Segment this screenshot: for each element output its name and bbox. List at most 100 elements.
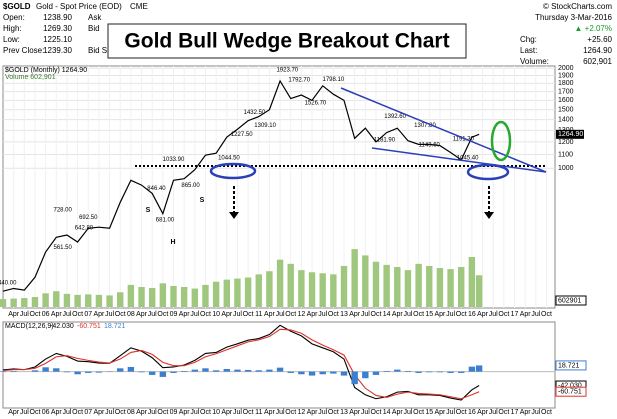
volume-bar — [234, 278, 241, 307]
histogram-bar — [394, 369, 401, 372]
panel-title: $GOLD (Monthly) 1264.90 — [5, 67, 87, 74]
histogram-bar — [148, 371, 156, 375]
pattern-label: H — [170, 239, 175, 246]
last-label: -42.030 — [558, 382, 582, 389]
x-tick-label: Oct — [30, 409, 41, 416]
x-tick-label: Apr — [392, 311, 404, 318]
x-tick-label: Jul — [20, 311, 29, 318]
x-tick-label: Apr — [349, 409, 361, 416]
volume-bar — [42, 293, 49, 307]
annotation: 1033.90 — [163, 157, 185, 163]
x-tick-label: Jul — [489, 311, 498, 318]
annotation: 1792.70 — [288, 78, 310, 84]
x-tick-label: 13 — [340, 311, 348, 318]
annotation: 865.00 — [181, 183, 200, 189]
value-box — [555, 360, 587, 371]
volume-bar — [202, 284, 209, 307]
histogram-bar — [415, 371, 422, 373]
last-label: 1264.90 — [558, 131, 583, 138]
histogram-bar — [191, 369, 199, 372]
annotation: 1923.70 — [276, 67, 298, 73]
volume-bar — [191, 288, 199, 307]
histogram-bar — [340, 371, 348, 376]
x-tick-label: Oct — [200, 409, 211, 416]
histogram-bar — [404, 370, 412, 372]
volume-bar — [351, 249, 358, 307]
histogram-bar — [31, 370, 39, 372]
x-tick-label: Oct — [285, 311, 296, 318]
histogram-bar — [308, 371, 316, 376]
histogram-bar — [266, 369, 273, 372]
x-tick-label: Jul — [446, 311, 455, 318]
histogram-bar — [117, 368, 124, 372]
x-tick-label: 07 — [84, 409, 92, 416]
histogram-bar — [255, 370, 262, 372]
x-tick-label: Jul — [62, 311, 71, 318]
x-tick-label: Oct — [541, 409, 552, 416]
x-tick-label: Oct — [371, 311, 382, 318]
x-tick-label: Apr — [51, 409, 63, 416]
histogram-bar — [298, 371, 305, 375]
price-panel — [2, 65, 556, 309]
histogram-bar — [458, 371, 465, 373]
y-tick-label: 1200 — [558, 139, 574, 146]
x-tick-label: 07 — [84, 311, 92, 318]
volume-bar — [372, 261, 380, 307]
x-tick-label: 06 — [42, 311, 50, 318]
x-tick-label: Oct — [157, 409, 168, 416]
highlight-ellipse — [209, 162, 257, 180]
volume-bar — [255, 274, 262, 307]
y-tick-label: 1000 — [558, 165, 574, 172]
volume-bar — [394, 267, 401, 307]
x-tick-label: Jul — [20, 409, 29, 416]
volume-bar — [53, 291, 60, 307]
x-tick-label: Oct — [115, 311, 126, 318]
x-tick-label: Apr — [264, 409, 276, 416]
x-tick-label: 17 — [511, 409, 519, 416]
histogram-bar — [159, 371, 167, 377]
x-tick-label: Jul — [148, 311, 157, 318]
x-tick-label: Jul — [318, 409, 327, 416]
histogram-bar — [436, 371, 444, 373]
overlay-title: Gold Bull Wedge Breakout Chart — [124, 30, 449, 53]
wedge-upper — [340, 87, 547, 173]
annotation: 1432.50 — [244, 110, 266, 116]
field-value: 1264.90 — [583, 46, 612, 55]
x-tick-label: Apr — [349, 311, 361, 318]
volume-bar — [287, 263, 294, 307]
volume-bar — [244, 277, 252, 307]
histogram-bar — [383, 370, 390, 372]
annotation: 1143.60 — [419, 142, 441, 148]
histogram-bar — [223, 368, 230, 372]
x-tick-label: Oct — [413, 409, 424, 416]
field-label: Bid — [88, 24, 100, 33]
price-line — [2, 79, 480, 292]
annotation: 1045.40 — [457, 155, 479, 161]
x-tick-label: Oct — [498, 311, 509, 318]
header-fields: Open: 1238.90 High: 1269.30 Low: 1225.10 Prev … — [3, 13, 613, 66]
field-value: 602,901 — [583, 57, 612, 66]
annotation: 561.50 — [53, 245, 72, 251]
x-tick-label: 12 — [297, 311, 305, 318]
annotation: 440.00 — [0, 280, 17, 286]
last-label: -60.751 — [558, 389, 582, 396]
x-tick-label: Jul — [531, 409, 540, 416]
x-tick-label: Oct — [413, 311, 424, 318]
annotation: 1526.70 — [305, 101, 327, 107]
field-label: Last: — [520, 46, 537, 55]
x-tick-label: Jul — [361, 409, 370, 416]
volume-bar — [266, 271, 273, 307]
histogram-bar — [468, 366, 476, 372]
volume-bar — [276, 259, 284, 307]
x-tick-label: 17 — [511, 311, 519, 318]
x-tick-label: Apr — [307, 311, 319, 318]
field-value: 1239.30 — [43, 46, 72, 55]
histogram-bar — [287, 371, 294, 373]
x-tick-label: Apr — [136, 311, 148, 318]
histogram-bar — [10, 370, 17, 372]
histogram-bar — [138, 371, 145, 373]
macd-panel — [2, 321, 556, 409]
volume-bar — [180, 287, 188, 307]
volume-bar — [362, 255, 369, 307]
pattern-label: S — [200, 197, 205, 204]
